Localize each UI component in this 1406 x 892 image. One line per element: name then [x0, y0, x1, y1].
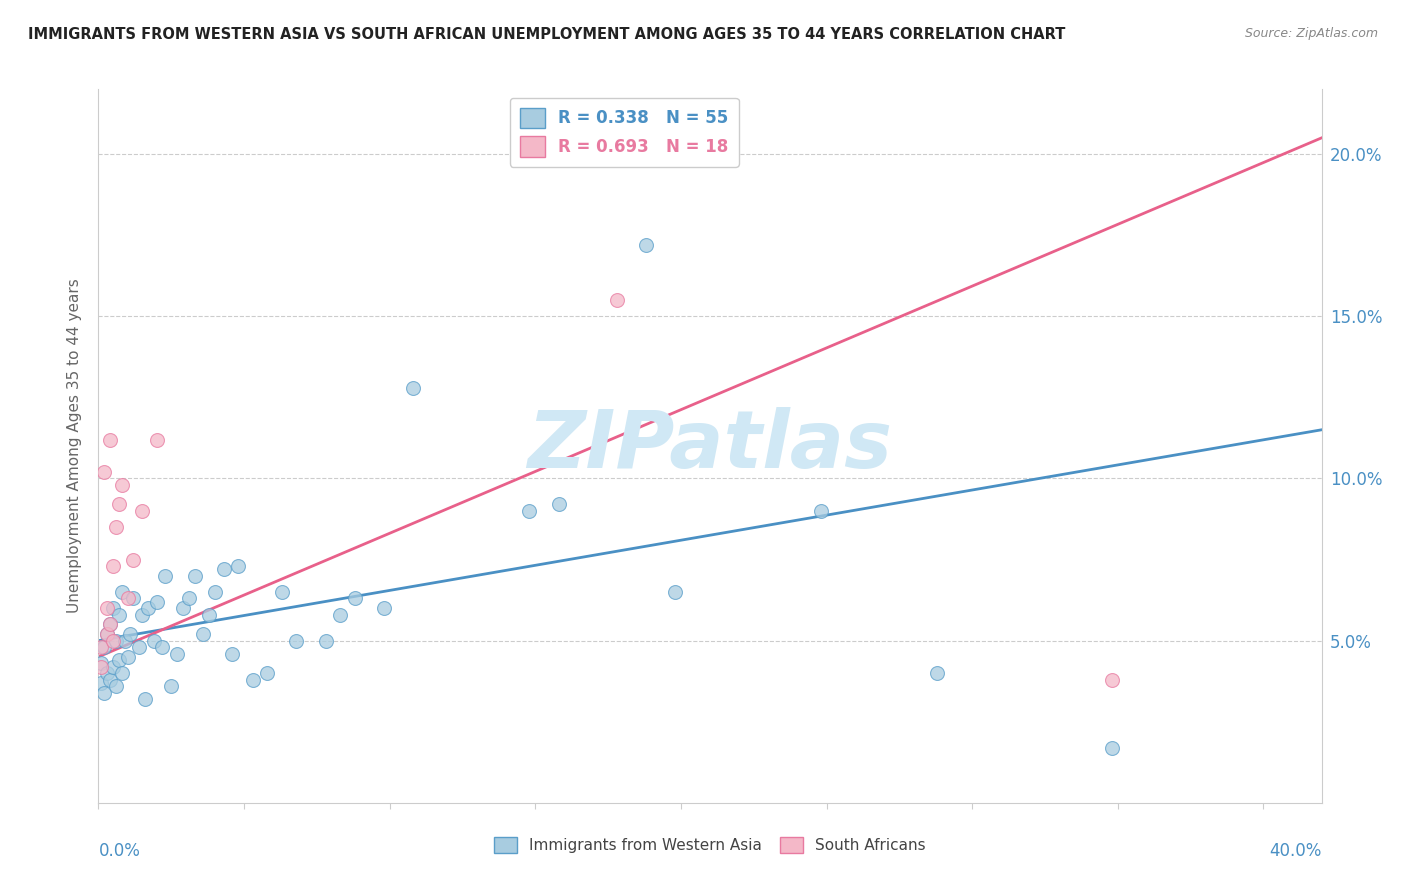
Point [664, 585, 686, 599]
Y-axis label: Unemployment Among Ages 35 to 44 years: Unemployment Among Ages 35 to 44 years [67, 278, 83, 614]
Text: Source: ZipAtlas.com: Source: ZipAtlas.com [1244, 27, 1378, 40]
Point [90, 640, 112, 654]
Point [108, 497, 131, 511]
Point [402, 381, 425, 395]
Point [101, 559, 124, 574]
Point [90, 675, 112, 690]
Point [122, 552, 145, 566]
Point [373, 601, 395, 615]
Point [98, 617, 121, 632]
Point [606, 293, 628, 307]
Point [104, 633, 127, 648]
Point [108, 607, 131, 622]
Point [145, 433, 167, 447]
Point [634, 238, 657, 252]
Point [101, 601, 124, 615]
Point [128, 640, 150, 654]
Point [98, 673, 121, 687]
Text: 0.0%: 0.0% [98, 842, 141, 860]
Point [98, 617, 121, 632]
Point [166, 647, 188, 661]
Point [93, 465, 115, 479]
Point [131, 504, 153, 518]
Point [117, 649, 139, 664]
Point [198, 607, 221, 622]
Point [101, 633, 124, 648]
Point [96, 627, 118, 641]
Point [193, 627, 215, 641]
Point [221, 647, 243, 661]
Text: 40.0%: 40.0% [1270, 842, 1322, 860]
Point [117, 591, 139, 606]
Text: IMMIGRANTS FROM WESTERN ASIA VS SOUTH AFRICAN UNEMPLOYMENT AMONG AGES 35 TO 44 Y: IMMIGRANTS FROM WESTERN ASIA VS SOUTH AF… [28, 27, 1066, 42]
Point [1101, 740, 1123, 755]
Point [142, 633, 165, 648]
Point [96, 601, 118, 615]
Point [1101, 673, 1123, 687]
Point [131, 607, 153, 622]
Point [519, 504, 541, 518]
Point [172, 601, 194, 615]
Point [114, 633, 136, 648]
Point [183, 568, 205, 582]
Point [256, 666, 278, 681]
Point [93, 640, 115, 654]
Point [111, 666, 134, 681]
Point [547, 497, 569, 511]
Point [155, 568, 177, 582]
Point [120, 627, 142, 641]
Point [343, 591, 366, 606]
Point [145, 595, 167, 609]
Point [212, 562, 235, 576]
Legend: Immigrants from Western Asia, South Africans: Immigrants from Western Asia, South Afri… [488, 831, 932, 859]
Point [315, 633, 337, 648]
Point [90, 657, 112, 671]
Point [104, 679, 127, 693]
Point [101, 659, 124, 673]
Point [104, 520, 127, 534]
Point [111, 585, 134, 599]
Point [108, 653, 131, 667]
Point [98, 433, 121, 447]
Point [270, 585, 294, 599]
Point [927, 666, 949, 681]
Point [122, 591, 145, 606]
Point [226, 559, 249, 574]
Point [285, 633, 308, 648]
Text: ZIPatlas: ZIPatlas [527, 407, 893, 485]
Point [177, 591, 200, 606]
Point [204, 585, 226, 599]
Point [96, 627, 118, 641]
Point [242, 673, 264, 687]
Point [329, 607, 352, 622]
Point [111, 478, 134, 492]
Point [93, 685, 115, 699]
Point [136, 601, 159, 615]
Point [96, 666, 118, 681]
Point [152, 640, 174, 654]
Point [134, 692, 156, 706]
Point [810, 504, 832, 518]
Point [90, 659, 112, 673]
Point [160, 679, 183, 693]
